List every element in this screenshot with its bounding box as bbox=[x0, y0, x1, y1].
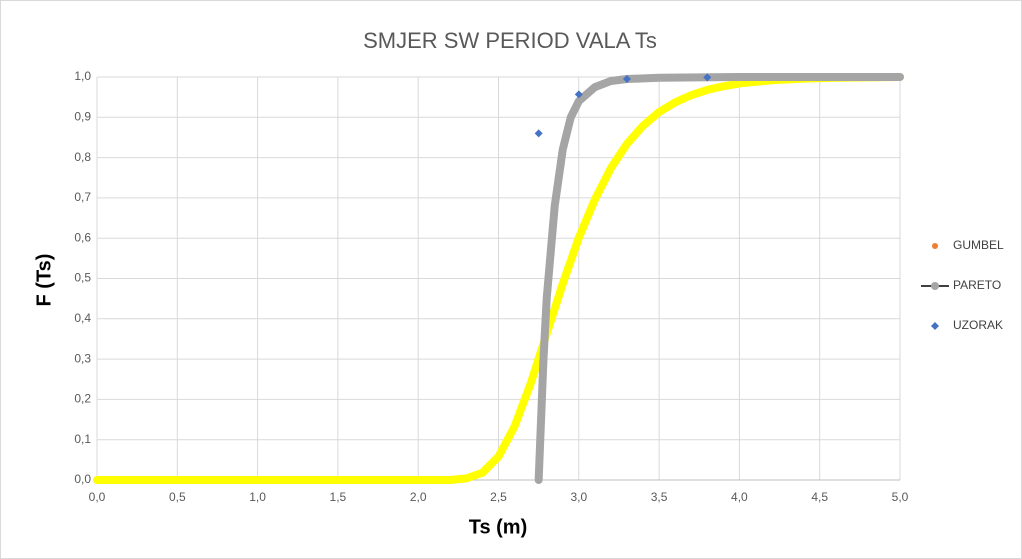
y-tick-label: 0,1 bbox=[74, 432, 91, 446]
x-tick-label: 4,5 bbox=[811, 490, 828, 504]
y-tick-label: 0,2 bbox=[74, 392, 91, 406]
y-tick-label: 0,6 bbox=[74, 230, 91, 244]
legend-label: UZORAK bbox=[953, 318, 1003, 332]
y-axis-title: F (Ts) bbox=[33, 254, 55, 307]
x-tick-label: 0,5 bbox=[169, 490, 186, 504]
x-tick-label: 1,0 bbox=[249, 490, 266, 504]
series-line bbox=[534, 73, 904, 484]
point bbox=[622, 75, 631, 84]
y-tick-label: 0,0 bbox=[74, 472, 91, 486]
x-tick-label: 0,0 bbox=[89, 490, 106, 504]
x-axis-title: Ts (m) bbox=[469, 516, 528, 538]
legend-label: PARETO bbox=[953, 278, 1001, 292]
x-tick-label: 4,0 bbox=[731, 490, 748, 504]
chart-title: SMJER SW PERIOD VALA Ts bbox=[363, 28, 657, 53]
point bbox=[574, 90, 583, 99]
y-tick-label: 0,8 bbox=[74, 150, 91, 164]
legend-label: GUMBEL bbox=[953, 238, 1004, 252]
series-line bbox=[93, 73, 904, 484]
y-tick-label: 0,3 bbox=[74, 351, 91, 365]
x-tick-label: 3,0 bbox=[570, 490, 587, 504]
x-tick-label: 3,5 bbox=[651, 490, 668, 504]
y-tick-label: 0,4 bbox=[74, 311, 91, 325]
legend-marker bbox=[931, 322, 939, 330]
point bbox=[703, 73, 712, 82]
x-tick-label: 2,0 bbox=[410, 490, 427, 504]
legend-marker bbox=[931, 282, 939, 290]
y-tick-label: 0,7 bbox=[74, 190, 91, 204]
x-tick-label: 1,5 bbox=[330, 490, 347, 504]
y-tick-label: 0,5 bbox=[74, 271, 91, 285]
x-tick-label: 5,0 bbox=[892, 490, 909, 504]
x-tick-label: 2,5 bbox=[490, 490, 507, 504]
y-tick-label: 1,0 bbox=[74, 69, 91, 83]
legend-marker bbox=[932, 243, 938, 249]
y-tick-label: 0,9 bbox=[74, 109, 91, 123]
point bbox=[534, 129, 543, 138]
